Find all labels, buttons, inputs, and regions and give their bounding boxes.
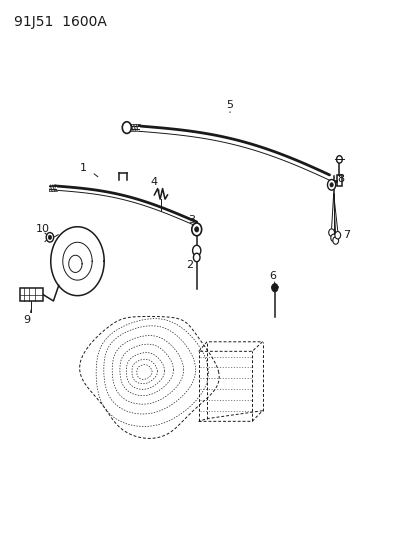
Circle shape bbox=[336, 156, 342, 163]
Text: 5: 5 bbox=[226, 100, 233, 110]
Circle shape bbox=[329, 183, 332, 187]
Text: 9: 9 bbox=[24, 314, 31, 325]
Circle shape bbox=[334, 231, 340, 239]
Circle shape bbox=[48, 235, 52, 239]
Circle shape bbox=[328, 229, 334, 236]
Circle shape bbox=[46, 232, 54, 242]
Circle shape bbox=[271, 284, 278, 292]
Text: 2: 2 bbox=[186, 261, 193, 270]
Circle shape bbox=[122, 122, 131, 133]
Circle shape bbox=[193, 253, 199, 262]
Circle shape bbox=[192, 245, 200, 256]
Circle shape bbox=[330, 234, 336, 241]
Text: 8: 8 bbox=[336, 174, 343, 184]
Circle shape bbox=[327, 180, 335, 190]
Circle shape bbox=[191, 223, 201, 236]
Text: 10: 10 bbox=[36, 224, 50, 235]
Text: 3: 3 bbox=[188, 215, 195, 225]
Text: 6: 6 bbox=[268, 271, 275, 281]
Text: 91J51  1600A: 91J51 1600A bbox=[14, 14, 106, 29]
Text: 4: 4 bbox=[150, 176, 157, 187]
Circle shape bbox=[194, 227, 198, 232]
Text: 1: 1 bbox=[80, 164, 87, 173]
FancyBboxPatch shape bbox=[20, 288, 43, 301]
Circle shape bbox=[332, 237, 338, 244]
Text: 7: 7 bbox=[342, 230, 349, 240]
